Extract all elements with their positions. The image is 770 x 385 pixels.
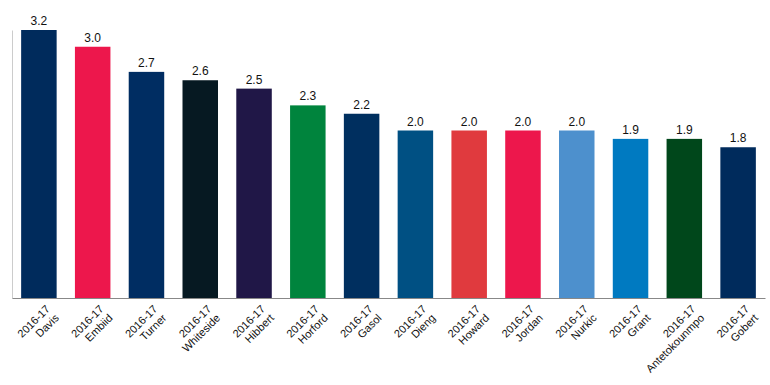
bar [344, 114, 379, 298]
x-tick-label-line: Embiid [82, 312, 114, 344]
x-tick: 2016-17Howard [445, 298, 491, 349]
data-label: 2.0 [461, 115, 478, 129]
data-label: 2.3 [299, 89, 316, 103]
bar [667, 139, 702, 298]
x-tick-label-line: Antetokounmpo [643, 312, 706, 375]
bar [505, 131, 540, 299]
x-tick-label: 2016-17Gasol [338, 303, 384, 349]
x-tick-label: 2016-17Nurkic [553, 302, 599, 348]
bar [21, 30, 56, 298]
x-tick-label: 2016-17Antetokounmpo [634, 303, 706, 375]
data-label: 2.0 [407, 115, 424, 129]
data-label: 2.0 [568, 115, 585, 129]
x-tick-label: 2016-17Horford [284, 303, 330, 349]
x-tick: 2016-17Turner [123, 298, 169, 349]
chart: 3.2 3.0 2.7 2.6 2.5 2.3 2.2 2.0 2.0 2.0 2.0 1.9 1.9 1… [0, 0, 770, 385]
plot: 3.2 3.0 2.7 2.6 2.5 2.3 2.2 2.0 2.0 2.0 2.0 1.9 1.9 1… [13, 14, 766, 375]
x-tick: 2016-17Gasol [338, 298, 384, 349]
x-tick-label-line: Nurkic [568, 311, 599, 342]
x-tick-label-line: Jordan [513, 312, 545, 344]
bars [21, 30, 756, 298]
x-tick: 2016-17Hibbert [230, 298, 276, 349]
x-tick-label-line: Turner [137, 311, 168, 342]
bar [236, 89, 271, 298]
bar [129, 72, 164, 298]
x-tick: 2016-17Horford [284, 298, 330, 349]
data-labels: 3.2 3.0 2.7 2.6 2.5 2.3 2.2 2.0 2.0 2.0 2.0 1.9 1.9 1… [31, 14, 747, 145]
bar [559, 131, 594, 299]
x-tick-label: 2016-17Davis [15, 302, 61, 348]
x-tick-label-line: Gobert [728, 312, 760, 344]
bar [613, 139, 648, 298]
x-tick: 2016-17Embiid [69, 298, 115, 349]
data-label: 1.9 [622, 123, 639, 137]
bar [75, 47, 110, 298]
data-label: 2.6 [192, 64, 209, 78]
x-tick-label-line: Hibbert [243, 312, 277, 346]
bar [720, 147, 755, 298]
x-axis: 2016-17Davis2016-17Embiid2016-17Turner20… [13, 298, 766, 375]
x-tick-label: 2016-17Whiteside [171, 303, 223, 355]
data-label: 3.2 [31, 14, 48, 28]
bar [398, 131, 433, 299]
x-tick-label-line: Horford [295, 312, 329, 346]
data-label: 3.0 [84, 31, 101, 45]
x-tick: 2016-17Dieng [391, 298, 437, 349]
x-tick-label-line: Whiteside [180, 312, 223, 355]
x-tick-label: 2016-17Howard [445, 303, 491, 349]
data-label: 2.0 [515, 115, 532, 129]
y-axis-line [12, 31, 13, 299]
data-label: 1.9 [676, 123, 693, 137]
x-tick: 2016-17Nurkic [553, 298, 599, 349]
x-axis-line [13, 298, 766, 299]
y-axis [12, 31, 13, 299]
x-tick-label-line: Howard [456, 312, 491, 347]
x-tick: 2016-17Grant [607, 298, 653, 349]
x-tick: 2016-17Jordan [499, 298, 545, 349]
x-tick-label: 2016-17Jordan [499, 303, 545, 349]
data-label: 2.7 [138, 56, 155, 70]
x-tick: 2016-17Gobert [714, 298, 760, 349]
x-tick-label-line: Davis [33, 311, 61, 339]
x-tick-label-line: Dieng [409, 312, 438, 341]
bar [451, 131, 486, 299]
data-label: 2.5 [246, 73, 263, 87]
x-tick-label-line: Gasol [355, 312, 384, 341]
x-tick-label-line: Grant [625, 312, 653, 340]
x-tick: 2016-17Davis [15, 298, 61, 349]
bar [290, 105, 325, 298]
x-tick-label: 2016-17Grant [607, 303, 653, 349]
data-label: 1.8 [730, 131, 747, 145]
x-tick-label: 2016-17Embiid [69, 303, 115, 349]
x-tick-label: 2016-17Gobert [714, 303, 760, 349]
bar [183, 80, 218, 298]
x-tick-label: 2016-17Dieng [391, 303, 437, 349]
x-tick-label: 2016-17Turner [123, 302, 169, 348]
x-tick-label: 2016-17Hibbert [230, 303, 276, 349]
x-tick: 2016-17Antetokounmpo [634, 298, 706, 375]
data-label: 2.2 [353, 98, 370, 112]
x-tick: 2016-17Whiteside [171, 298, 223, 354]
